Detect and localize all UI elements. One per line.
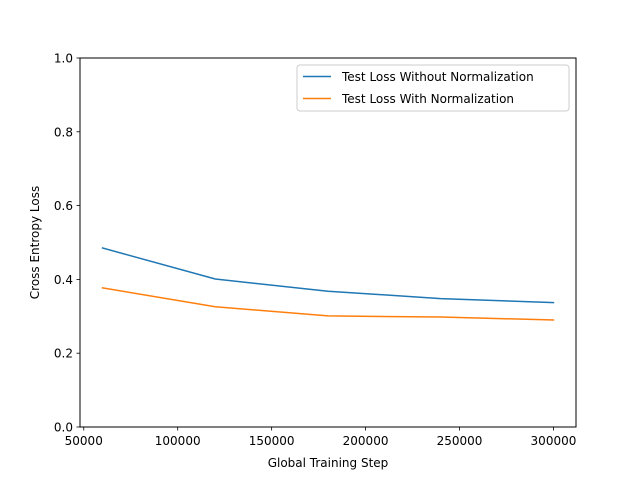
x-tick-label: 150000 xyxy=(249,434,295,448)
x-tick-label: 100000 xyxy=(155,434,201,448)
x-tick-label: 200000 xyxy=(343,434,389,448)
x-tick-label: 250000 xyxy=(437,434,483,448)
legend-box xyxy=(296,64,570,112)
x-tick-label: 50000 xyxy=(65,434,103,448)
x-tick-label: 300000 xyxy=(531,434,577,448)
y-axis-label: Cross Entropy Loss xyxy=(28,186,42,299)
y-tick-label: 0.4 xyxy=(54,273,73,287)
legend: Test Loss Without Normalization Test Loss… xyxy=(296,64,570,112)
series-line-2 xyxy=(101,287,555,321)
y-tick-label: 0.0 xyxy=(54,421,73,435)
y-tick-label: 0.6 xyxy=(54,199,73,213)
series-line-1 xyxy=(101,247,555,304)
y-tick-label: 1.0 xyxy=(54,52,73,66)
y-tick-label: 0.8 xyxy=(54,125,73,139)
legend-label-1: Test Loss Without Normalization xyxy=(341,70,534,84)
y-tick-label: 0.2 xyxy=(54,347,73,361)
x-axis-ticks: 50000 100000 150000 200000 250000 300000 xyxy=(65,427,577,448)
plot-frame xyxy=(79,57,577,428)
series-lines xyxy=(101,247,555,321)
legend-label-2: Test Loss With Normalization xyxy=(341,92,514,106)
x-axis-label: Global Training Step xyxy=(268,456,389,470)
plot-area xyxy=(80,58,576,427)
y-axis-ticks: 0.0 0.2 0.4 0.6 0.8 1.0 xyxy=(54,52,80,435)
